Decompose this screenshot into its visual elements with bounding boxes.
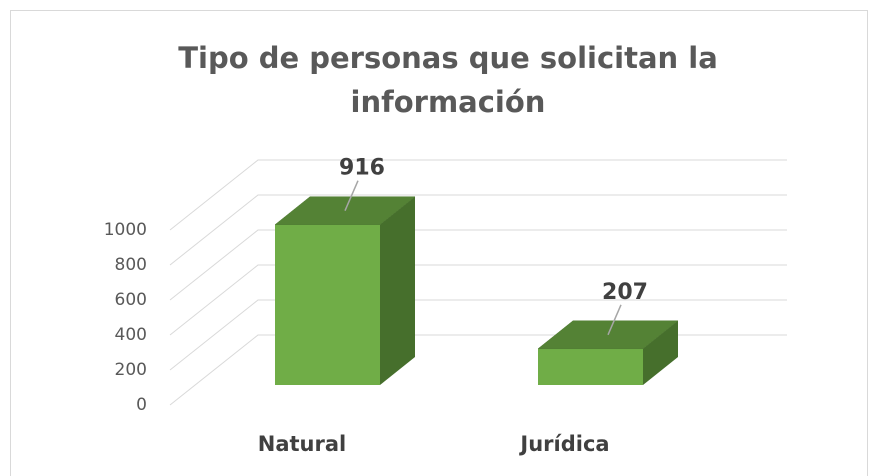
- y-tick-label: 400: [115, 325, 147, 345]
- leader-line: [344, 180, 359, 211]
- grid-line: [169, 299, 787, 371]
- x-tick-label: Jurídica: [518, 432, 609, 456]
- grid-line: [169, 194, 787, 266]
- bar-side: [643, 320, 678, 385]
- data-label: 207: [602, 280, 648, 305]
- bar-front: [538, 348, 643, 385]
- grid-line: [169, 159, 787, 231]
- y-tick-label: 600: [115, 290, 147, 310]
- y-tick-label: 800: [115, 255, 147, 275]
- data-label: 916: [339, 156, 385, 181]
- grid-line: [169, 334, 787, 406]
- chart-title: Tipo de personas que solicitan la inform…: [178, 41, 718, 119]
- bar-front: [275, 224, 380, 385]
- x-tick-label: Natural: [258, 432, 346, 456]
- chart-border: [10, 10, 868, 476]
- y-tick-label: 1000: [104, 220, 147, 240]
- y-tick-label: 200: [115, 360, 147, 380]
- grid-line: [169, 229, 787, 301]
- bar-side: [380, 196, 415, 385]
- grid-line: [169, 264, 787, 336]
- y-tick-label: 0: [136, 395, 147, 415]
- leader-line: [607, 304, 622, 336]
